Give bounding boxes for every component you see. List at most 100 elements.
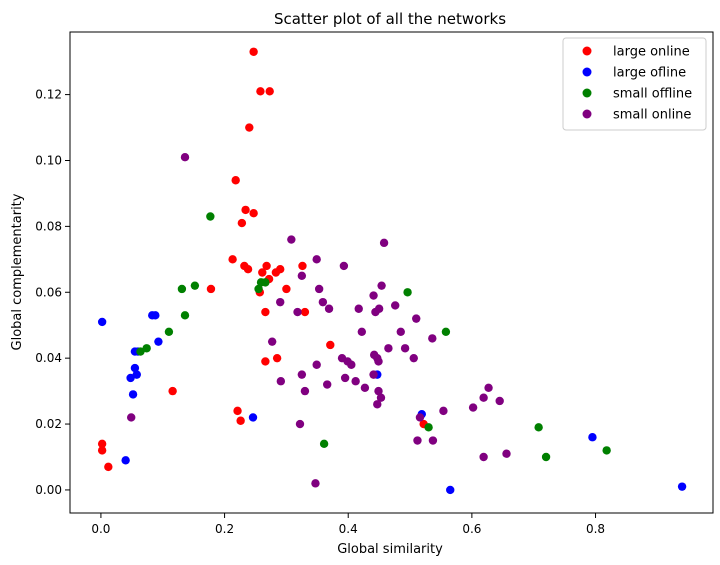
point-large-online-12 [262, 261, 271, 271]
point-large-online-7 [237, 218, 247, 228]
point-large-online-11 [258, 268, 267, 277]
point-large-online-20 [261, 307, 270, 317]
point-small-online-42 [373, 400, 382, 409]
point-small-online-21 [267, 337, 277, 346]
point-small-online-46 [479, 393, 488, 402]
point-large-ofline-15 [588, 433, 597, 442]
point-small-online-15 [374, 304, 384, 313]
point-small-online-0 [180, 152, 190, 162]
point-large-online-4 [231, 176, 240, 185]
point-large-online-19 [282, 284, 291, 294]
legend-marker [582, 88, 592, 98]
point-small-online-10 [369, 291, 378, 300]
point-small-online-49 [415, 413, 425, 422]
point-small-online-17 [412, 314, 421, 323]
legend-label: large ofline [613, 66, 686, 81]
point-large-online-0 [249, 47, 258, 56]
point-small-offline-10 [403, 288, 412, 297]
point-small-offline-15 [541, 452, 551, 462]
y-axis: 0.00 0.02 0.04 0.06 0.08 0.10 0.12 [35, 88, 70, 497]
point-small-offline-0 [206, 212, 215, 221]
point-small-online-44 [468, 403, 478, 412]
point-small-online-35 [276, 377, 286, 386]
x-axis: 0.0 0.2 0.4 0.6 0.8 [91, 513, 605, 536]
point-small-offline-9 [261, 278, 270, 287]
point-small-online-6 [314, 284, 324, 294]
point-large-online-29 [97, 439, 107, 449]
legend-label: large online [613, 45, 690, 60]
point-small-online-19 [396, 327, 405, 337]
point-large-online-26 [233, 406, 242, 416]
x-tick-label: 0.8 [586, 522, 605, 536]
point-large-ofline-0 [97, 317, 107, 327]
legend-label: small offline [613, 87, 692, 102]
point-small-online-4 [339, 261, 349, 271]
x-tick-label: 0.2 [215, 522, 234, 536]
point-small-online-34 [323, 380, 332, 389]
y-tick-label: 0.00 [35, 483, 62, 497]
point-small-online-22 [384, 344, 393, 353]
point-small-offline-12 [424, 423, 433, 432]
chart-title: Scatter plot of all the networks [274, 10, 506, 28]
point-small-offline-3 [180, 311, 190, 320]
point-small-online-45 [495, 396, 504, 406]
point-large-ofline-16 [677, 482, 687, 491]
point-small-offline-16 [602, 446, 611, 455]
point-large-ofline-10 [121, 456, 130, 465]
point-small-offline-7 [254, 284, 263, 294]
point-small-online-48 [127, 413, 136, 422]
point-large-online-6 [249, 208, 258, 218]
point-small-online-11 [293, 307, 302, 317]
point-small-online-50 [295, 419, 305, 429]
point-small-online-33 [369, 370, 378, 379]
point-small-online-13 [354, 304, 363, 313]
y-axis-label: Global complementarity [10, 193, 25, 350]
legend-marker [582, 46, 592, 56]
plot-frame [69, 31, 714, 514]
point-small-online-40 [374, 386, 383, 396]
y-tick-label: 0.08 [35, 219, 62, 233]
point-small-online-32 [297, 370, 307, 379]
point-large-ofline-8 [126, 373, 135, 383]
point-small-online-54 [502, 449, 511, 458]
point-large-online-2 [265, 87, 274, 96]
point-small-online-3 [312, 255, 321, 264]
y-tick-label: 0.12 [35, 88, 62, 102]
point-small-offline-11 [441, 327, 451, 337]
point-small-online-12 [324, 304, 334, 313]
y-tick-label: 0.06 [35, 285, 62, 299]
point-large-online-25 [168, 386, 177, 396]
y-tick-label: 0.02 [35, 417, 62, 431]
point-small-online-31 [347, 360, 356, 369]
point-small-online-18 [357, 327, 367, 337]
point-small-online-16 [391, 301, 400, 310]
point-small-online-29 [409, 353, 418, 363]
point-large-online-10 [243, 265, 253, 274]
point-large-online-5 [241, 205, 250, 215]
point-large-online-23 [272, 353, 282, 363]
point-large-online-3 [245, 123, 254, 132]
point-small-online-36 [340, 373, 350, 383]
point-small-offline-6 [136, 347, 145, 356]
point-small-offline-1 [190, 281, 200, 290]
point-small-online-9 [318, 297, 328, 307]
point-small-online-41 [376, 393, 386, 402]
x-tick-label: 0.0 [91, 522, 110, 536]
legend-label: small online [613, 108, 691, 123]
point-small-online-20 [428, 334, 437, 343]
point-small-online-8 [276, 297, 285, 307]
point-small-online-53 [479, 452, 488, 462]
point-large-online-27 [236, 416, 245, 425]
point-large-online-17 [206, 284, 216, 294]
point-large-ofline-2 [151, 311, 160, 320]
point-small-online-55 [311, 479, 320, 488]
point-small-online-2 [379, 238, 389, 248]
y-tick-label: 0.10 [35, 153, 62, 167]
point-small-offline-2 [177, 284, 187, 294]
point-large-online-31 [104, 462, 113, 472]
x-tick-label: 0.6 [462, 522, 481, 536]
point-small-online-7 [377, 281, 386, 290]
legend-marker [582, 109, 592, 119]
point-small-online-38 [360, 383, 370, 393]
point-large-online-24 [261, 357, 270, 366]
